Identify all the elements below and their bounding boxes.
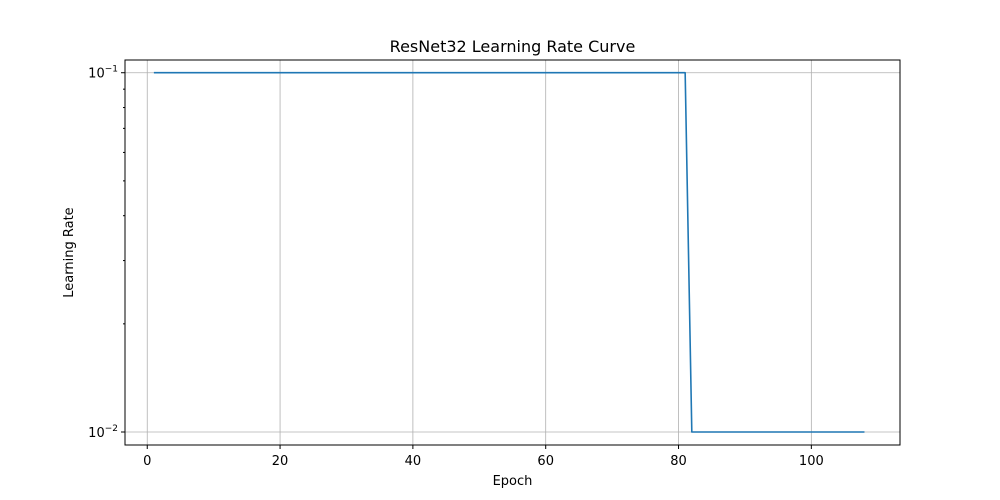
y-axis: 10−1 10−2 [88, 65, 125, 441]
x-axis: 0 20 40 60 80 100 [143, 445, 824, 469]
plot-frame [124, 59, 901, 446]
chart-title: ResNet32 Learning Rate Curve [390, 37, 636, 56]
grid-lines [125, 60, 900, 445]
x-tick-label: 20 [272, 454, 289, 469]
x-tick-label: 100 [799, 454, 824, 469]
y-axis-label: Learning Rate [62, 207, 77, 297]
x-tick-label: 40 [405, 454, 422, 469]
x-axis-label: Epoch [493, 474, 533, 489]
x-tick-label: 60 [537, 454, 554, 469]
y-tick-label: 10−2 [88, 424, 118, 441]
y-tick-label: 10−1 [88, 65, 118, 82]
learning-rate-line [153, 71, 865, 433]
series-layer [153, 71, 865, 433]
x-tick-label: 80 [670, 454, 687, 469]
x-tick-label: 0 [143, 454, 151, 469]
